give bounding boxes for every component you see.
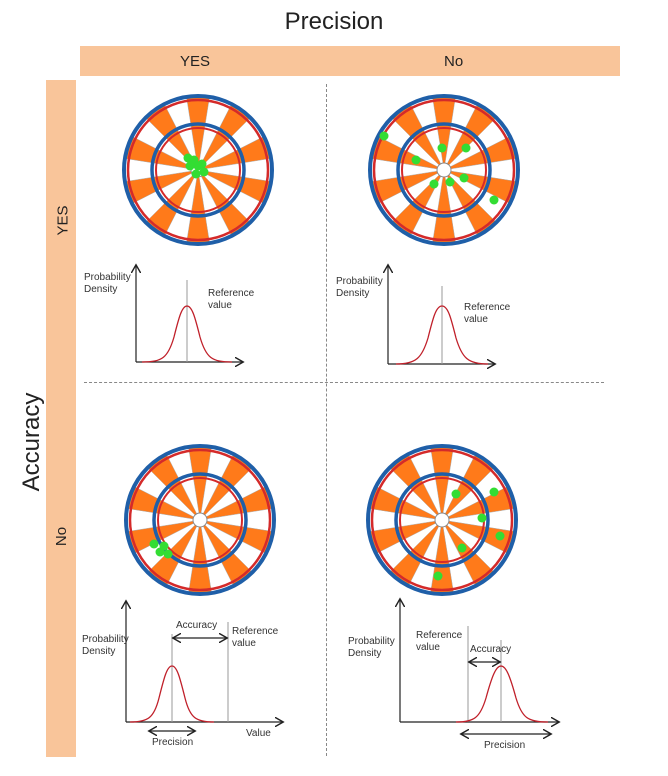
dartboard-top-left (122, 94, 274, 246)
dart-hit (379, 131, 389, 141)
precision-label: Precision (484, 740, 525, 751)
dart-hit (185, 161, 195, 171)
title-precision: Precision (284, 8, 384, 35)
row-label-yes: YES (54, 205, 72, 236)
inner-red-ring (155, 127, 241, 213)
divider-horizontal (84, 382, 604, 383)
y-label-line2: Density (336, 288, 369, 299)
x-label: Value (246, 728, 271, 739)
inner-red-ring (401, 127, 487, 213)
dart-hit (451, 489, 461, 499)
outer-ring (368, 94, 520, 246)
y-label-line2: Density (84, 284, 117, 295)
inner-ring (396, 122, 492, 218)
dart-hit (459, 173, 469, 183)
column-label-yes: YES (180, 53, 211, 70)
y-label-line1: Probability (84, 272, 131, 283)
outer-red-ring (372, 98, 516, 242)
dart-hit (495, 531, 505, 541)
accuracy-label: Accuracy (470, 644, 511, 655)
inner-red-ring (157, 477, 243, 563)
dart-hit (433, 571, 443, 581)
inner-ring (152, 472, 248, 568)
density-plot-bottom-left: Probability Density Accuracy Reference v… (82, 598, 292, 748)
inner-ring (150, 122, 246, 218)
reference-label-line1: Reference (464, 302, 511, 313)
column-label-no: No (444, 53, 464, 70)
dartboard-bottom-right (366, 444, 518, 596)
y-label-line2: Density (82, 646, 115, 657)
reference-label-line1: Reference (208, 288, 255, 299)
density-curve (395, 305, 489, 365)
outer-ring (366, 444, 518, 596)
column-header-band (80, 46, 620, 76)
row-label-no: No (53, 526, 71, 547)
density-plot-bottom-right: Probability Density Reference value Accu… (348, 596, 568, 751)
inner-ring (394, 472, 490, 568)
y-label-line2: Density (348, 648, 381, 659)
reference-label-line2: value (416, 642, 440, 653)
precision-label: Precision (152, 737, 193, 748)
dart-hit (457, 543, 467, 553)
dart-hit (429, 179, 439, 189)
dart-hit (437, 143, 447, 153)
density-curve (455, 665, 549, 723)
dart-hit (489, 487, 499, 497)
y-label-line1: Probability (82, 634, 129, 645)
dartboard-bottom-left (124, 444, 276, 596)
dart-hit (193, 161, 203, 171)
dart-hit (191, 169, 201, 179)
dart-hit (477, 513, 487, 523)
y-label-line1: Probability (336, 276, 383, 287)
dart-hit (489, 195, 499, 205)
bullseye (192, 512, 208, 528)
dart-hit (159, 541, 169, 551)
dartboard-top-right (368, 94, 520, 246)
density-plot-top-left: Probability Density Reference value (84, 262, 255, 374)
reference-label-line2: value (464, 314, 488, 325)
outer-red-ring (126, 98, 270, 242)
reference-label-line1: Reference (416, 630, 463, 641)
density-curve (129, 665, 215, 723)
dart-hit (445, 177, 455, 187)
dart-hit (149, 539, 159, 549)
outer-red-ring (128, 448, 272, 592)
divider-vertical (326, 84, 327, 756)
outer-ring (124, 444, 276, 596)
reference-label-line2: value (208, 300, 232, 311)
dart-hit (199, 167, 209, 177)
outer-red-ring (370, 448, 514, 592)
outer-ring (122, 94, 274, 246)
reference-label-line1: Reference (232, 626, 279, 637)
dart-hit (461, 143, 471, 153)
bullseye (436, 162, 452, 178)
row-header-band (46, 80, 76, 757)
density-curve (141, 305, 233, 363)
title-accuracy: Accuracy (18, 392, 45, 492)
density-plot-top-right: Probability Density Reference value (336, 264, 511, 376)
reference-label-line2: value (232, 638, 256, 649)
dart-hit (163, 549, 173, 559)
accuracy-label: Accuracy (176, 620, 217, 631)
dart-hit (411, 155, 421, 165)
bullseye (434, 512, 450, 528)
y-label-line1: Probability (348, 636, 395, 647)
